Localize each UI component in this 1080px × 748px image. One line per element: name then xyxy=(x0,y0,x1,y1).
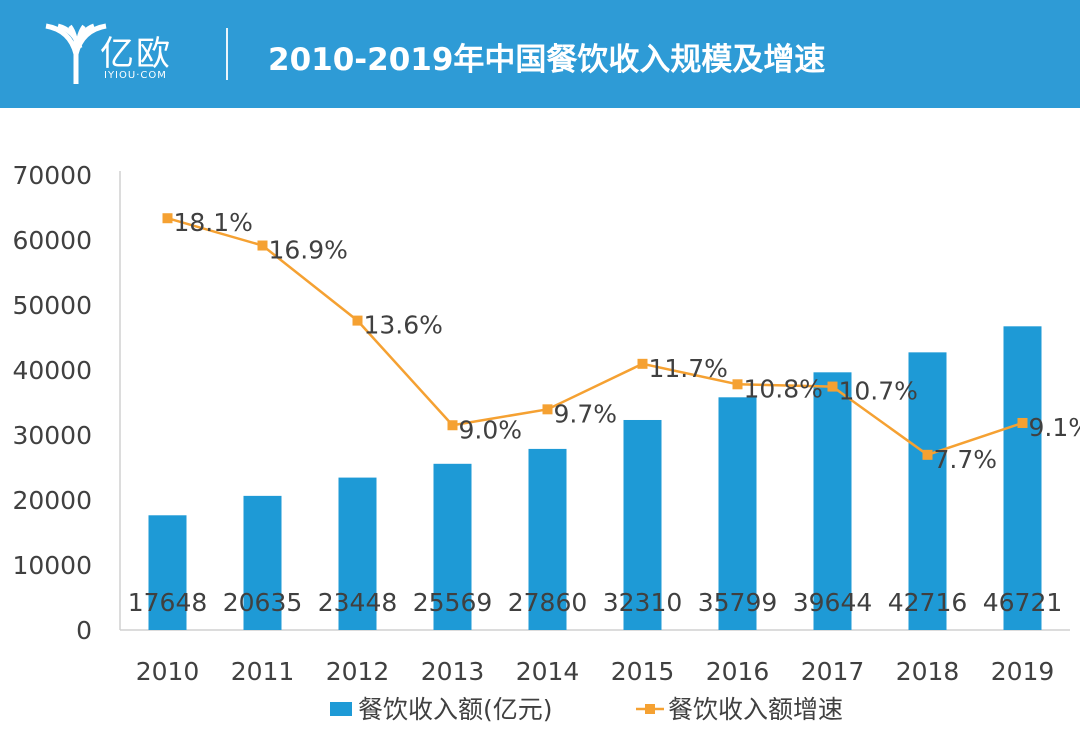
growth-value-label: 13.6% xyxy=(364,311,443,340)
header-divider xyxy=(226,28,228,80)
bar xyxy=(718,397,757,630)
bar-value-label: 42716 xyxy=(888,588,968,617)
bar-value-label: 27860 xyxy=(508,588,588,617)
y-tick-label: 10000 xyxy=(12,551,92,580)
growth-point xyxy=(352,315,363,326)
bar-value-label: 39644 xyxy=(793,588,873,617)
growth-value-label: 16.9% xyxy=(269,236,348,265)
growth-value-label: 10.7% xyxy=(839,377,918,406)
growth-value-label: 10.8% xyxy=(744,374,823,403)
logo-icon xyxy=(45,23,107,84)
y-tick-label: 20000 xyxy=(12,486,92,515)
x-tick-label: 2013 xyxy=(421,657,485,686)
x-tick-label: 2019 xyxy=(991,657,1055,686)
x-tick-label: 2016 xyxy=(706,657,770,686)
brand-name: 亿欧 xyxy=(100,34,172,74)
x-tick-label: 2011 xyxy=(231,657,295,686)
growth-point xyxy=(1017,417,1028,428)
growth-point xyxy=(637,358,648,369)
growth-line xyxy=(167,217,1023,457)
bar xyxy=(433,463,472,630)
growth-point xyxy=(827,381,838,392)
bar xyxy=(148,515,187,630)
y-tick-label: 30000 xyxy=(12,421,92,450)
x-tick-label: 2012 xyxy=(326,657,390,686)
chart-area: 17648 20635 23448 25569 27860 32310 35799 39644… xyxy=(12,161,1080,724)
growth-value-label: 9.1% xyxy=(1029,413,1080,442)
bar-value-label: 25569 xyxy=(413,588,493,617)
growth-point xyxy=(922,449,933,460)
y-tick-label: 0 xyxy=(76,616,92,645)
legend-line-marker xyxy=(645,704,655,714)
legend-line-label: 餐饮收入额增速 xyxy=(668,695,843,724)
bar-value-label: 23448 xyxy=(318,588,398,617)
chart-title: 2010-2019年中国餐饮收入规模及增速 xyxy=(268,42,826,78)
growth-point xyxy=(257,240,268,251)
x-tick-label: 2014 xyxy=(516,657,580,686)
x-tick-label: 2015 xyxy=(611,657,675,686)
growth-line-series: 18.1% 16.9% 13.6% 9.0% 9.7% 11.7% 10.8% 10.7% 7.… xyxy=(162,208,1080,474)
growth-point xyxy=(162,213,173,224)
bar xyxy=(908,352,947,630)
y-tick-label: 50000 xyxy=(12,291,92,320)
bar-series xyxy=(148,326,1042,630)
bar-value-label: 46721 xyxy=(983,588,1063,617)
growth-value-label: 9.0% xyxy=(459,415,523,444)
growth-point xyxy=(732,379,743,390)
bar-value-labels: 17648 20635 23448 25569 27860 32310 35799 39644… xyxy=(128,588,1063,617)
growth-value-label: 7.7% xyxy=(934,445,998,474)
growth-value-label: 11.7% xyxy=(649,354,728,383)
y-tick-label: 60000 xyxy=(12,226,92,255)
bar-value-label: 35799 xyxy=(698,588,778,617)
growth-point xyxy=(447,420,458,431)
bar xyxy=(528,448,567,630)
bar xyxy=(243,495,282,630)
x-tick-label: 2010 xyxy=(136,657,200,686)
legend: 餐饮收入额(亿元) 餐饮收入额增速 xyxy=(330,695,843,724)
growth-value-label: 18.1% xyxy=(174,208,253,237)
x-axis-ticks: 2010 2011 2012 2013 2014 2015 2016 2017 2018 2019 xyxy=(136,657,1055,686)
bar xyxy=(813,372,852,630)
brand-subtitle: IYIOU·COM xyxy=(104,70,167,81)
growth-value-label: 9.7% xyxy=(554,399,618,428)
legend-bar-label: 餐饮收入额(亿元) xyxy=(358,695,553,724)
bar xyxy=(338,477,377,630)
legend-bar-swatch xyxy=(330,702,352,716)
bar-value-label: 20635 xyxy=(223,588,303,617)
y-tick-label: 70000 xyxy=(12,161,92,190)
bar-value-label: 32310 xyxy=(603,588,683,617)
x-tick-label: 2017 xyxy=(801,657,865,686)
header-banner: 亿欧 IYIOU·COM 2010-2019年中国餐饮收入规模及增速 xyxy=(0,0,1080,108)
bar-value-label: 17648 xyxy=(128,588,208,617)
bar xyxy=(1003,326,1042,630)
bar xyxy=(623,419,662,630)
growth-point xyxy=(542,404,553,415)
y-axis-ticks: 0 10000 20000 30000 40000 50000 60000 70000 xyxy=(12,161,92,645)
y-tick-label: 40000 xyxy=(12,356,92,385)
x-tick-label: 2018 xyxy=(896,657,960,686)
